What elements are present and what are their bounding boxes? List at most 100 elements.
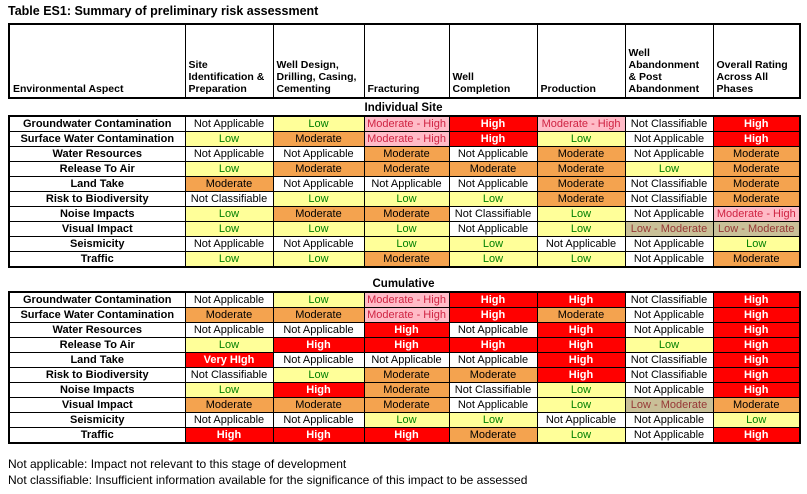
risk-cell: High	[712, 307, 801, 323]
risk-cell: Not Applicable	[184, 115, 274, 132]
risk-cell: Moderate	[272, 131, 365, 147]
risk-cell: High	[448, 291, 538, 308]
column-header-fracturing: Fracturing	[363, 23, 450, 99]
risk-cell: Moderate	[363, 397, 450, 413]
risk-cell: High	[272, 337, 365, 353]
footnotes: Not applicable: Impact not relevant to t…	[8, 456, 807, 488]
risk-cell: Not Applicable	[624, 307, 714, 323]
cumulative-table: Groundwater Contamination Not Applicable L…	[8, 291, 801, 444]
risk-cell: Low	[624, 337, 714, 353]
row-label: Surface Water Contamination	[8, 307, 186, 323]
risk-cell: Not Classifiable	[448, 382, 538, 398]
risk-cell: High	[712, 291, 801, 308]
risk-cell: Low - Moderate	[712, 221, 801, 237]
row-label: Seismicity	[8, 236, 186, 252]
risk-cell: Not Applicable	[624, 427, 714, 444]
risk-cell: Low	[536, 131, 626, 147]
risk-cell: Not Applicable	[624, 382, 714, 398]
risk-cell: Not Applicable	[448, 322, 538, 338]
risk-cell: Not Applicable	[624, 206, 714, 222]
risk-cell: Not Applicable	[184, 146, 274, 162]
risk-cell: Moderate	[448, 427, 538, 444]
risk-cell: Low	[363, 412, 450, 428]
risk-cell: Not Applicable	[184, 236, 274, 252]
risk-cell: Not Classifiable	[624, 176, 714, 192]
table-row: Release To Air Low High High High High Low High	[8, 337, 801, 353]
row-label: Groundwater Contamination	[8, 291, 186, 308]
row-label: Visual Impact	[8, 397, 186, 413]
risk-cell: Moderate	[272, 161, 365, 177]
risk-cell: Not Classifiable	[624, 191, 714, 207]
risk-cell: Low	[272, 291, 365, 308]
table-row: Noise Impacts Low High Moderate Not Classifi…	[8, 382, 801, 398]
risk-cell: Moderate	[712, 146, 801, 162]
risk-cell: Low	[536, 427, 626, 444]
risk-cell: Low	[448, 191, 538, 207]
risk-cell: Moderate	[363, 367, 450, 383]
row-label: Noise Impacts	[8, 382, 186, 398]
table-row: Surface Water Contamination Moderate Moder…	[8, 307, 801, 323]
risk-cell: Low	[624, 161, 714, 177]
risk-cell: Not Applicable	[448, 221, 538, 237]
risk-cell: Moderate - High	[536, 115, 626, 132]
column-header-well-completion: Well Completion	[448, 23, 538, 99]
risk-cell: Moderate	[184, 307, 274, 323]
risk-cell: Low	[184, 251, 274, 268]
risk-cell: Moderate	[448, 161, 538, 177]
risk-cell: Not Applicable	[624, 236, 714, 252]
row-label: Risk to Biodiversity	[8, 367, 186, 383]
note-not-classifiable: Not classifiable: Insufficient informati…	[8, 473, 528, 487]
risk-cell: Moderate	[712, 176, 801, 192]
table-row: Traffic High High High Moderate Low Not Applic…	[8, 427, 801, 444]
risk-cell: Low	[184, 161, 274, 177]
risk-cell: Not Applicable	[536, 236, 626, 252]
risk-cell: Low	[536, 206, 626, 222]
table-row: Traffic Low Low Moderate Low Low Not Applicabl…	[8, 251, 801, 268]
risk-cell: Low	[536, 382, 626, 398]
risk-cell: Not Applicable	[272, 352, 365, 368]
risk-cell: Moderate	[536, 146, 626, 162]
risk-cell: High	[712, 115, 801, 132]
row-label: Release To Air	[8, 337, 186, 353]
table-row: Release To Air Low Moderate Moderate Moderat…	[8, 161, 801, 177]
row-label: Release To Air	[8, 161, 186, 177]
risk-cell: Not Applicable	[363, 352, 450, 368]
column-header-well-abandonment-post-abandonment: Well Abandonment & Post Abandonment	[624, 23, 714, 99]
row-label: Traffic	[8, 427, 186, 444]
risk-cell: Low	[272, 115, 365, 132]
risk-cell: Low	[448, 251, 538, 268]
risk-cell: High	[363, 322, 450, 338]
risk-cell: Not Applicable	[272, 146, 365, 162]
risk-cell: High	[184, 427, 274, 444]
note-not-applicable: Not applicable: Impact not relevant to t…	[8, 457, 347, 471]
risk-cell: Low	[184, 382, 274, 398]
row-label: Risk to Biodiversity	[8, 191, 186, 207]
risk-cell: Not Classifiable	[184, 191, 274, 207]
row-label: Traffic	[8, 251, 186, 268]
risk-cell: Not Applicable	[272, 236, 365, 252]
risk-cell: High	[272, 427, 365, 444]
risk-cell: Moderate	[272, 397, 365, 413]
risk-cell: Not Applicable	[624, 322, 714, 338]
row-label: Land Take	[8, 352, 186, 368]
risk-cell: Moderate - High	[363, 307, 450, 323]
table-row: Groundwater Contamination Not Applicable L…	[8, 291, 801, 308]
risk-cell: Moderate	[712, 397, 801, 413]
risk-cell: Moderate	[272, 206, 365, 222]
risk-cell: Not Applicable	[272, 412, 365, 428]
row-label: Water Resources	[8, 322, 186, 338]
risk-cell: Low	[448, 236, 538, 252]
risk-cell: Not Applicable	[448, 352, 538, 368]
table-row: Water Resources Not Applicable Not Applica…	[8, 146, 801, 162]
risk-cell: Low	[272, 251, 365, 268]
risk-cell: Moderate	[712, 161, 801, 177]
risk-cell: Not Classifiable	[184, 367, 274, 383]
risk-cell: Moderate	[448, 367, 538, 383]
risk-cell: Not Applicable	[184, 291, 274, 308]
risk-cell: Moderate - High	[363, 115, 450, 132]
risk-cell: High	[448, 131, 538, 147]
table-row: Seismicity Not Applicable Not Applicable Lo…	[8, 412, 801, 428]
risk-cell: Moderate - High	[363, 131, 450, 147]
risk-cell: High	[712, 337, 801, 353]
